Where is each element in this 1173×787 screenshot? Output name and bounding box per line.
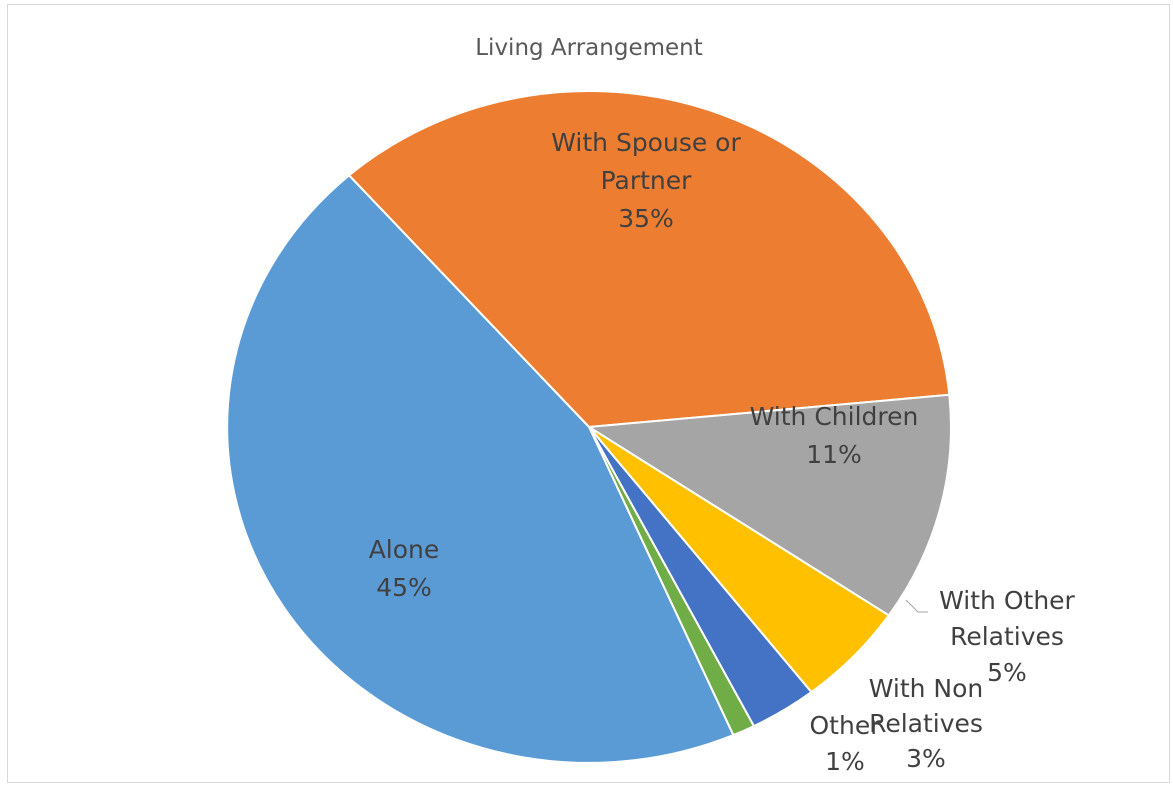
data-label-with-children: With Children 11% [750, 402, 919, 469]
chart-title: Living Arrangement [475, 35, 703, 61]
data-label-with-other-relatives: With Other Relatives 5% [939, 586, 1075, 687]
data-label-other: Other 1% [810, 711, 882, 776]
slice-with-children [585, 393, 952, 617]
data-label-with-non-relatives: With Non Relatives 3% [869, 674, 984, 773]
slice-alone [226, 174, 735, 764]
data-labels: With Spouse or Partner 35% With Children 11%… [369, 128, 1076, 776]
leader-line-with-other-relatives [905, 599, 928, 613]
pie-slices [226, 90, 952, 764]
data-label-with-spouse-or-partner: With Spouse or Partner 35% [551, 128, 741, 233]
data-label-alone: Alone 45% [369, 535, 440, 602]
leader-lines [905, 599, 928, 613]
slice-with-spouse-or-partner [347, 90, 951, 429]
